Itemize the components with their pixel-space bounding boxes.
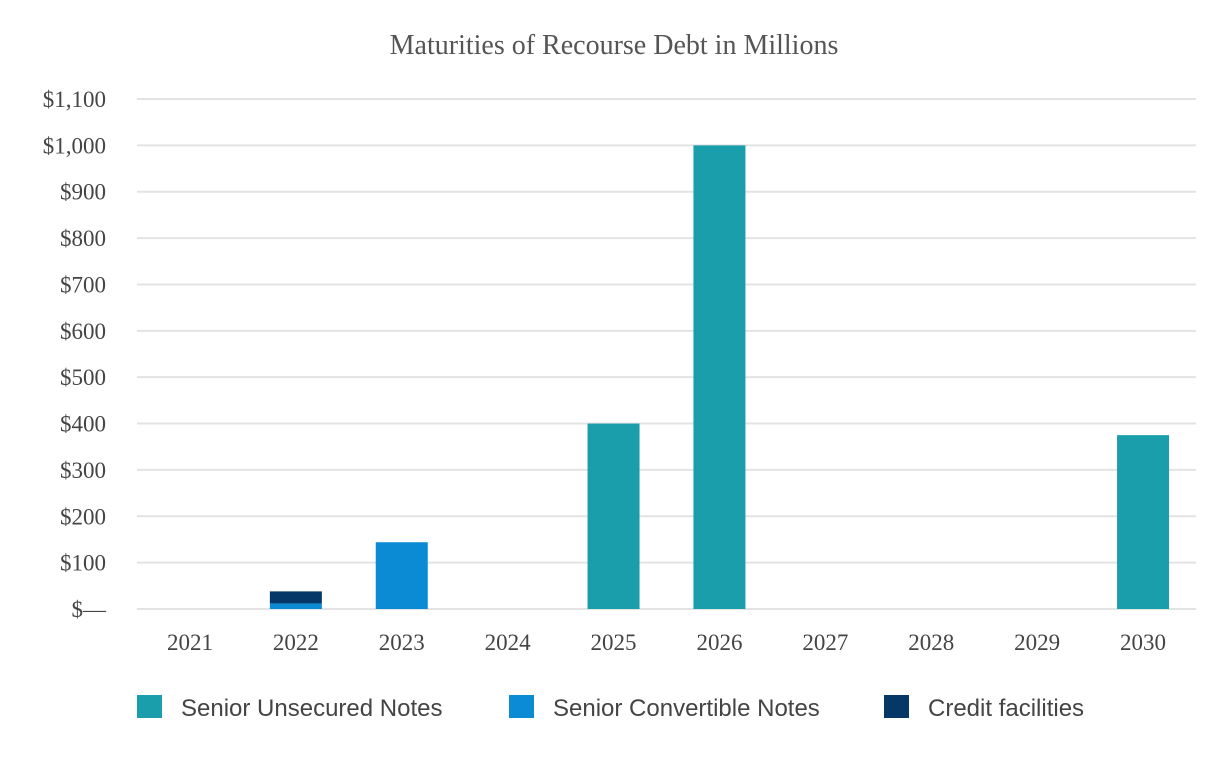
x-tick-label: 2028 [908, 630, 954, 655]
x-tick-label: 2022 [273, 630, 319, 655]
bar-2023-senior-convertible-notes [375, 542, 428, 609]
legend-swatch [137, 695, 162, 718]
y-tick-label: $400 [60, 412, 106, 437]
y-tick-label: $800 [60, 226, 106, 251]
x-tick-label: 2026 [696, 630, 742, 655]
y-tick-label: $1,100 [43, 87, 106, 112]
legend-item: Senior Convertible Notes [509, 695, 820, 722]
x-tick-label: 2027 [802, 630, 848, 655]
legend-label: Senior Convertible Notes [553, 695, 820, 722]
y-tick-label: $200 [60, 504, 106, 529]
legend-item: Credit facilities [884, 695, 1084, 722]
y-tick-label: $600 [60, 319, 106, 344]
x-tick-label: 2023 [379, 630, 425, 655]
bar-2026-senior-unsecured-notes [693, 145, 746, 609]
y-tick-label: $100 [60, 551, 106, 576]
legend: Senior Unsecured Notes Senior Convertible… [137, 695, 1084, 722]
y-tick-label: $900 [60, 180, 106, 205]
legend-swatch [509, 695, 534, 718]
y-tick-label: $300 [60, 458, 106, 483]
x-tick-label: 2024 [485, 630, 532, 655]
bar-2022-credit-facilities [269, 591, 322, 604]
legend-swatch [884, 695, 909, 718]
x-tick-label: 2029 [1014, 630, 1060, 655]
x-tick-label: 2025 [591, 630, 637, 655]
bar-2025-senior-unsecured-notes [587, 423, 640, 609]
legend-label: Senior Unsecured Notes [181, 695, 442, 722]
legend-label: Credit facilities [928, 695, 1084, 722]
bars [269, 145, 1170, 609]
y-tick-label: $700 [60, 272, 106, 297]
grid-lines [137, 98, 1196, 610]
chart-title: Maturities of Recourse Debt in Millions [390, 30, 839, 61]
bar-2022-senior-convertible-notes [269, 603, 322, 609]
x-tick-label: 2021 [167, 630, 213, 655]
y-tick-label: $500 [60, 365, 106, 390]
x-axis-ticks: 2021 2022 2023 2024 2025 2026 2027 2028 2029 2030 [167, 630, 1166, 655]
y-axis-ticks: $— $100 $200 $300 $400 $500 $600 $700 $800 $900 $1… [43, 87, 107, 622]
x-tick-label: 2030 [1120, 630, 1166, 655]
y-tick-label: $— [72, 597, 108, 622]
bar-2030-senior-unsecured-notes [1117, 435, 1170, 609]
legend-item: Senior Unsecured Notes [137, 695, 442, 722]
y-tick-label: $1,000 [43, 133, 106, 158]
